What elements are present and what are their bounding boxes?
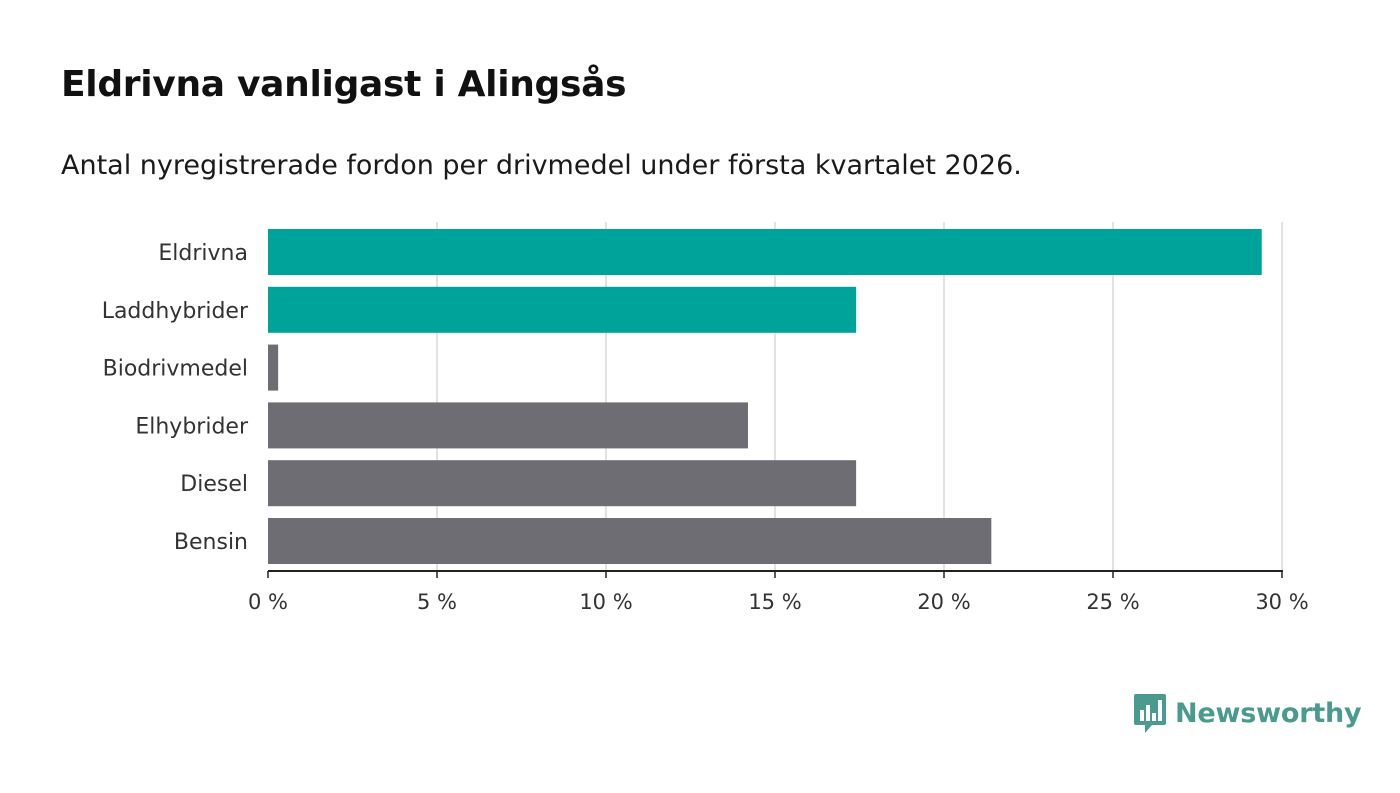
category-label: Elhybrider [135, 414, 249, 439]
bar-bensin [268, 518, 992, 564]
bar-eldrivna [268, 229, 1262, 275]
bar-chart-speech-bubble-icon [1134, 694, 1166, 733]
category-labels: Eldrivna Laddhybrider Biodrivmedel Elhybrid… [102, 241, 249, 555]
x-axis: 0 % 5 % 10 % 15 % 20 % 25 % 30 % [248, 570, 1309, 614]
x-tick-label: 5 % [417, 590, 457, 614]
bar-diesel [268, 460, 857, 507]
category-label: Diesel [180, 472, 248, 497]
category-label: Eldrivna [158, 241, 248, 266]
bar-laddhybrider [268, 286, 857, 333]
bars [268, 229, 1262, 564]
bar-elhybrider [268, 402, 748, 449]
chart-title: Eldrivna vanligast i Alingsås [61, 64, 627, 105]
x-tick-label: 25 % [1086, 590, 1139, 614]
x-tick-label: 15 % [748, 590, 801, 614]
category-label: Bensin [174, 530, 248, 555]
bar-biodrivmedel [268, 344, 279, 391]
category-label: Biodrivmedel [103, 357, 248, 382]
newsworthy-logo: Newsworthy [1133, 692, 1362, 734]
grid-lines [436, 222, 1283, 571]
x-tick-label: 10 % [579, 590, 632, 614]
bar-chart: 0 % 5 % 10 % 15 % 20 % 25 % 30 % Eldrivna Laddh… [102, 222, 1309, 614]
chart-subtitle: Antal nyregistrerade fordon per drivmede… [61, 150, 1022, 181]
category-label: Laddhybrider [102, 299, 249, 324]
brand-name: Newsworthy [1175, 697, 1362, 729]
x-tick-label: 30 % [1255, 590, 1308, 614]
x-tick-label: 20 % [917, 590, 970, 614]
x-tick-label: 0 % [248, 590, 288, 614]
